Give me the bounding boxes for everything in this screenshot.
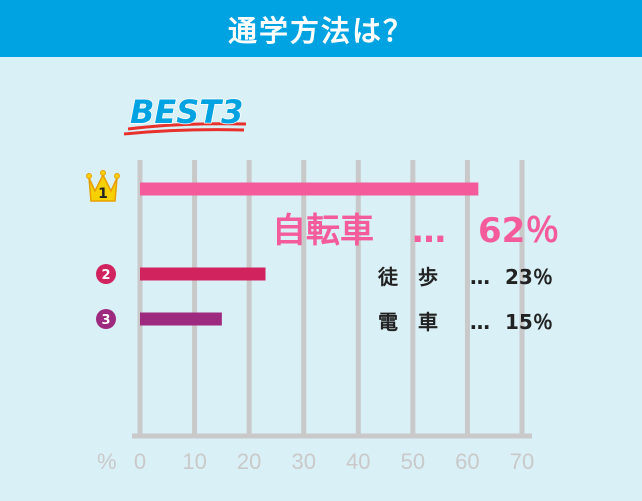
annotation-label-1: 自転車 — [272, 211, 374, 251]
x-tick-label: 60 — [455, 449, 479, 474]
annotation-rank-2: 徒 歩 … 23％ — [377, 265, 553, 289]
annotation-separator-2: … — [470, 265, 490, 289]
badge-underline-bottom — [123, 128, 245, 136]
x-tick-label: 10 — [182, 449, 206, 474]
rank-badge-2: 2 — [96, 264, 116, 284]
x-axis-ticks: 0 10 20 30 40 50 60 70 — [134, 449, 534, 474]
page-title: 通学方法は？ — [227, 13, 414, 48]
annotation-value-3: 15％ — [505, 310, 553, 334]
crown-tip — [114, 173, 120, 179]
annotation-rank-3: 電 車 … 15％ — [378, 310, 553, 334]
rank-icons: 1 2 3 — [86, 170, 120, 329]
x-tick-label: 0 — [134, 449, 146, 474]
bar-1 — [140, 182, 479, 196]
rank-circle-icon — [96, 264, 116, 284]
bar-3 — [140, 312, 222, 326]
bars — [140, 182, 479, 326]
rank-number-2: 2 — [101, 268, 110, 283]
annotation-value-2: 23％ — [505, 265, 553, 289]
badge-underline-top — [127, 122, 247, 131]
annotation-rank-1: 自転車 … 62％ — [272, 211, 559, 251]
bar-2 — [140, 267, 266, 281]
x-tick-label: 70 — [510, 449, 534, 474]
best3-badge: BEST3 — [123, 92, 247, 136]
x-tick-label: 20 — [237, 449, 261, 474]
annotation-value-1: 62％ — [478, 211, 559, 251]
x-tick-label: 50 — [401, 449, 425, 474]
x-tick-label: 40 — [346, 449, 370, 474]
rank-circle-icon — [96, 309, 116, 329]
annotation-separator-1: … — [412, 211, 446, 251]
header-bar: 通学方法は？ — [0, 0, 642, 57]
grid-lines — [132, 160, 532, 439]
x-tick-label: 30 — [291, 449, 315, 474]
crown-tip — [86, 173, 92, 179]
crown-shape — [88, 173, 118, 202]
rank-number-3: 3 — [101, 313, 110, 328]
rank-badge-3: 3 — [96, 309, 116, 329]
badge-label: BEST3 — [130, 93, 243, 131]
crown-icon: 1 — [86, 170, 120, 202]
annotation-label-3: 電 車 — [378, 310, 438, 334]
crown-tip — [100, 170, 106, 176]
annotation-label-2: 徒 歩 — [377, 265, 438, 289]
annotation-separator-3: … — [470, 310, 490, 334]
x-axis-unit: % — [97, 449, 117, 474]
rank-number-1: 1 — [98, 186, 108, 202]
